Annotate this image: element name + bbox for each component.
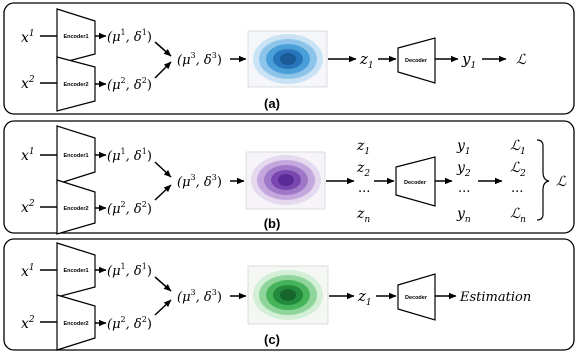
latent-sample-n: zn bbox=[356, 206, 370, 225]
distribution-image-green bbox=[247, 265, 329, 325]
latent-sample-2: z2 bbox=[356, 160, 370, 179]
loss-2: ℒ2 bbox=[510, 160, 526, 179]
encoder1-label: Encoder1 bbox=[63, 34, 88, 40]
panel-c: x1 x2 Encoder1 Encoder2 (μ1, δ1) (μ2, δ2… bbox=[3, 238, 575, 351]
encoder2-label: Encoder2 bbox=[63, 321, 88, 327]
input-x1: x1 bbox=[21, 147, 35, 164]
panel-b-label: (b) bbox=[264, 216, 281, 231]
params-1: (μ1, δ1) bbox=[107, 147, 152, 164]
params-3: (μ3, δ3) bbox=[177, 51, 222, 68]
distribution-image-purple bbox=[245, 151, 326, 210]
loss-ellipsis: ... bbox=[511, 181, 523, 196]
distribution-contour-4 bbox=[280, 289, 296, 301]
params-2: (μ2, δ2) bbox=[107, 200, 152, 217]
encoder2-block bbox=[56, 179, 96, 235]
decoder-block bbox=[395, 156, 436, 207]
latent-sample-ellipsis: ... bbox=[358, 181, 370, 196]
estimation-output: Estimation bbox=[459, 290, 531, 305]
input-x2: x2 bbox=[21, 75, 35, 92]
output-yn: yn bbox=[456, 206, 471, 225]
arrow-merge-1 bbox=[154, 41, 172, 57]
params-1: (μ1, δ1) bbox=[107, 262, 152, 279]
encoder1-block bbox=[56, 125, 96, 185]
decoder-label: Decoder bbox=[405, 58, 428, 64]
panel-c-frame bbox=[3, 238, 575, 351]
encoder1-label: Encoder1 bbox=[63, 268, 88, 274]
latent-sample-1: z1 bbox=[356, 138, 370, 157]
arrow-merge-1 bbox=[154, 276, 172, 292]
output-y2: y2 bbox=[456, 160, 471, 179]
arrow-merge-1 bbox=[154, 161, 172, 178]
encoder2-block bbox=[56, 56, 96, 112]
distribution-contour-4 bbox=[278, 174, 294, 186]
encoder2-label: Encoder2 bbox=[63, 82, 88, 88]
encoder2-label: Encoder2 bbox=[63, 206, 88, 212]
loss-symbol: ℒ bbox=[516, 52, 527, 68]
decoder-block bbox=[397, 273, 436, 321]
input-x1: x1 bbox=[21, 263, 35, 280]
total-loss-symbol: ℒ bbox=[556, 174, 567, 190]
encoder1-label: Encoder1 bbox=[63, 153, 88, 159]
distribution-contour-4 bbox=[280, 53, 296, 65]
encoder2-block bbox=[56, 294, 96, 351]
input-x2: x2 bbox=[21, 199, 35, 216]
input-x2: x2 bbox=[21, 315, 35, 332]
panel-b-frame bbox=[3, 120, 575, 234]
encoder1-block bbox=[56, 242, 96, 298]
arrow-merge-2 bbox=[154, 299, 172, 316]
encoder1-block bbox=[56, 8, 96, 65]
panel-c-label: (c) bbox=[264, 332, 280, 347]
panel-b: x1 x2 Encoder1 Encoder2 (μ1, δ1) (μ2, δ2… bbox=[3, 120, 575, 235]
decoder-label: Decoder bbox=[404, 180, 427, 186]
params-3: (μ3, δ3) bbox=[177, 173, 222, 190]
input-x1: x1 bbox=[21, 29, 35, 46]
decoder-block bbox=[397, 37, 436, 84]
output-y1: y1 bbox=[461, 50, 476, 71]
panel-a-frame bbox=[3, 2, 575, 115]
loss-n: ℒn bbox=[510, 206, 526, 225]
params-2: (μ2, δ2) bbox=[107, 76, 152, 93]
params-1: (μ1, δ1) bbox=[107, 28, 152, 45]
latent-z1: z1 bbox=[359, 50, 374, 71]
loss-brace bbox=[536, 139, 550, 221]
params-3: (μ3, δ3) bbox=[177, 288, 222, 305]
distribution-image-blue bbox=[247, 30, 328, 88]
decoder-label: Decoder bbox=[405, 295, 428, 301]
output-ellipsis: ... bbox=[458, 181, 470, 196]
loss-1: ℒ1 bbox=[510, 138, 526, 157]
panel-a: x1 x2 Encoder1 Encoder2 (μ1, δ1) (μ2, δ2… bbox=[3, 2, 575, 115]
output-y1: y1 bbox=[456, 138, 471, 157]
arrow-merge-2 bbox=[154, 61, 172, 79]
latent-z1: z1 bbox=[357, 287, 372, 308]
arrow-merge-2 bbox=[154, 184, 172, 201]
panel-a-label: (a) bbox=[264, 96, 280, 111]
params-2: (μ2, δ2) bbox=[107, 315, 152, 332]
